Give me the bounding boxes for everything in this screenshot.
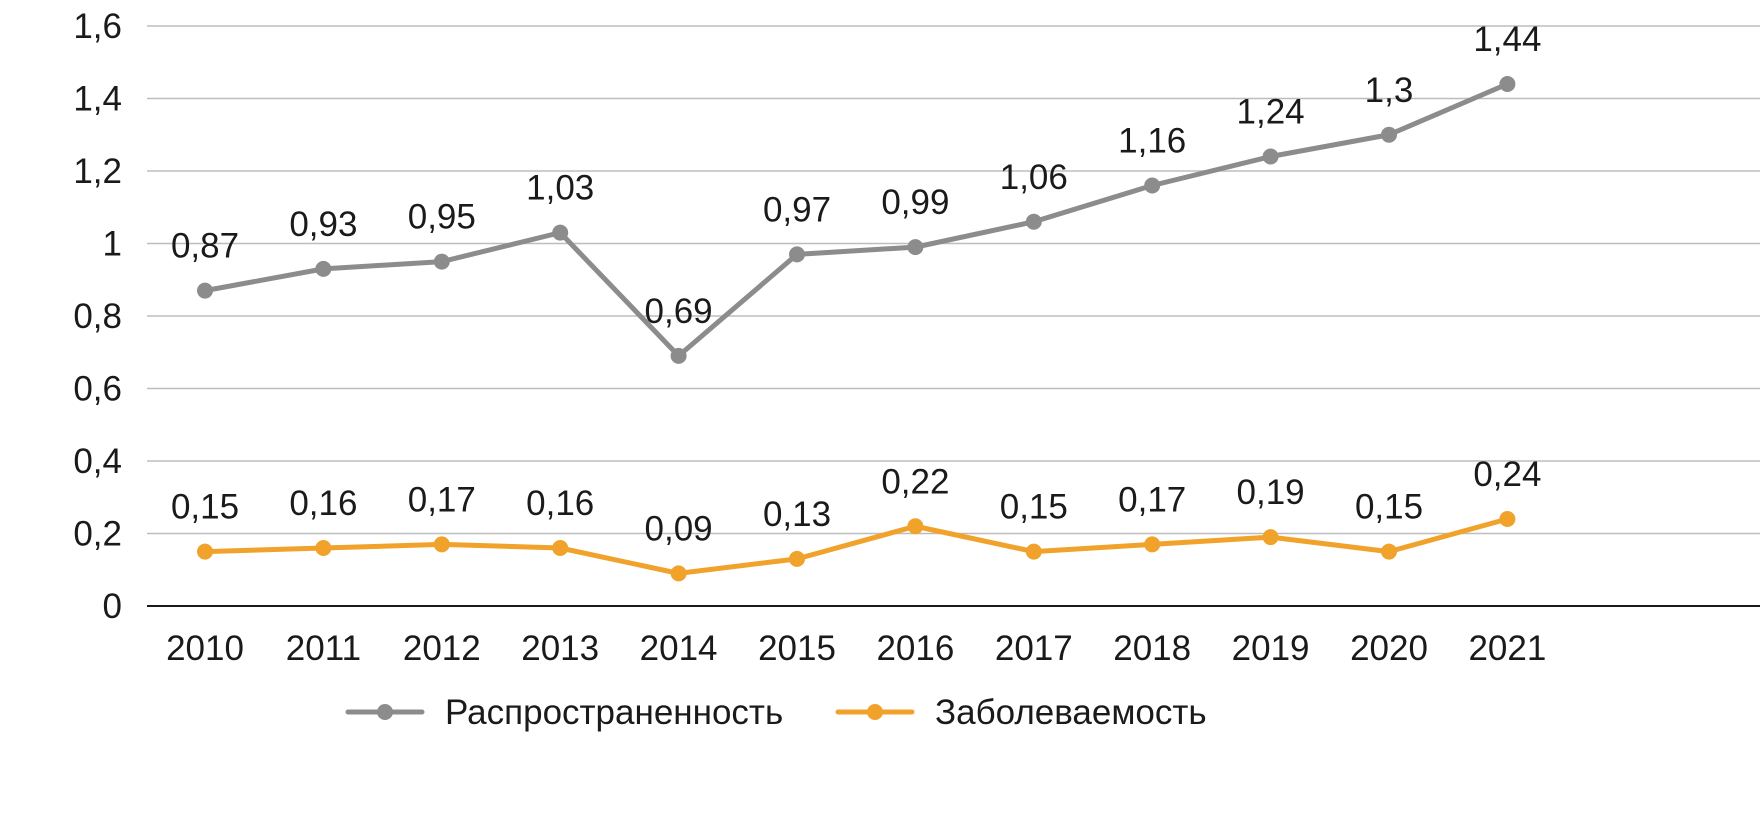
series-layer — [197, 76, 1516, 582]
data-point — [670, 347, 687, 364]
x-tick-label: 2016 — [876, 629, 954, 668]
data-point — [1381, 126, 1397, 143]
legend-label: Заболеваемость — [935, 693, 1207, 732]
data-point — [552, 540, 569, 556]
data-point — [907, 518, 924, 535]
data-label: 0,22 — [881, 462, 949, 501]
data-label: 1,3 — [1365, 71, 1414, 110]
data-point — [1262, 148, 1279, 165]
data-label: 1,03 — [526, 169, 594, 208]
data-label: 0,09 — [645, 509, 713, 548]
x-tick-label: 2017 — [995, 629, 1073, 668]
data-point — [670, 565, 687, 582]
data-point — [197, 543, 213, 560]
data-point — [907, 239, 924, 256]
data-label: 1,06 — [1000, 158, 1068, 197]
data-label: 1,44 — [1473, 20, 1541, 59]
gridlines — [147, 25, 1760, 607]
x-tick-label: 2018 — [1113, 629, 1191, 668]
data-point — [197, 282, 213, 299]
data-label: 0,17 — [408, 480, 476, 519]
data-label: 0,17 — [1118, 480, 1186, 519]
series-line-1 — [202, 81, 1510, 359]
x-tick-label: 2015 — [758, 629, 836, 668]
x-tick-label: 2012 — [403, 629, 481, 668]
data-label: 1,24 — [1237, 93, 1305, 132]
data-label: 0,16 — [526, 484, 594, 523]
y-tick-label: 0 — [103, 587, 122, 626]
data-label: 0,95 — [408, 198, 476, 237]
data-label: 0,15 — [1000, 488, 1068, 527]
data-point — [1262, 529, 1279, 546]
data-label: 0,15 — [1355, 488, 1423, 527]
data-point — [315, 540, 332, 556]
x-tick-label: 2010 — [166, 629, 244, 668]
data-label: 0,16 — [289, 484, 357, 523]
data-point — [1144, 536, 1161, 553]
data-point — [1381, 543, 1397, 560]
data-point — [1499, 511, 1516, 527]
x-axis: 2010 2011 2012 2013 2014 2015 2016 2017 2018 2019… — [166, 629, 1546, 668]
y-tick-label: 1,2 — [73, 152, 122, 191]
data-label: 1,16 — [1118, 122, 1186, 161]
data-label: 0,87 — [171, 227, 239, 266]
data-label: 0,93 — [289, 205, 357, 244]
data-labels: 0,87 0,93 0,95 1,03 0,69 0,97 0,99 1,06 1,16 1,24… — [171, 20, 1542, 548]
data-label: 0,24 — [1473, 455, 1541, 494]
data-point — [552, 224, 569, 241]
y-tick-label: 1,4 — [73, 80, 122, 119]
x-tick-label: 2013 — [521, 629, 599, 668]
data-point — [789, 246, 805, 263]
data-point — [789, 550, 805, 567]
y-tick-label: 1 — [103, 225, 122, 264]
legend: Распространенность Заболеваемость — [345, 693, 1207, 732]
legend-marker — [377, 704, 393, 720]
x-tick-label: 2019 — [1232, 629, 1310, 668]
data-label: 0,15 — [171, 488, 239, 527]
data-point — [315, 260, 332, 277]
x-tick-label: 2021 — [1468, 629, 1546, 668]
data-point — [433, 536, 450, 553]
data-label: 0,13 — [763, 495, 831, 534]
data-label: 0,19 — [1237, 473, 1305, 512]
y-tick-label: 0,2 — [73, 515, 122, 554]
x-tick-label: 2014 — [640, 629, 718, 668]
legend-item: Заболеваемость — [835, 693, 1207, 732]
legend-marker — [867, 704, 883, 720]
data-point — [1499, 76, 1516, 92]
data-point — [433, 253, 450, 270]
x-tick-label: 2020 — [1350, 629, 1428, 668]
data-point — [1144, 177, 1161, 194]
legend-label: Распространенность — [445, 693, 783, 732]
legend-item: Распространенность — [345, 693, 783, 732]
x-tick-label: 2011 — [286, 629, 361, 668]
data-point — [1025, 543, 1042, 560]
y-tick-label: 0,8 — [73, 297, 122, 336]
data-point — [1025, 213, 1042, 230]
data-label: 0,69 — [645, 292, 713, 331]
y-tick-label: 0,6 — [73, 370, 122, 409]
y-axis: 0 0,2 0,4 0,6 0,8 1 1,2 1,4 1,6 — [73, 7, 122, 626]
data-label: 0,97 — [763, 190, 831, 229]
data-label: 0,99 — [881, 183, 949, 222]
y-tick-label: 1,6 — [73, 7, 122, 46]
series-line-2 — [202, 516, 1510, 576]
y-tick-label: 0,4 — [73, 442, 122, 481]
